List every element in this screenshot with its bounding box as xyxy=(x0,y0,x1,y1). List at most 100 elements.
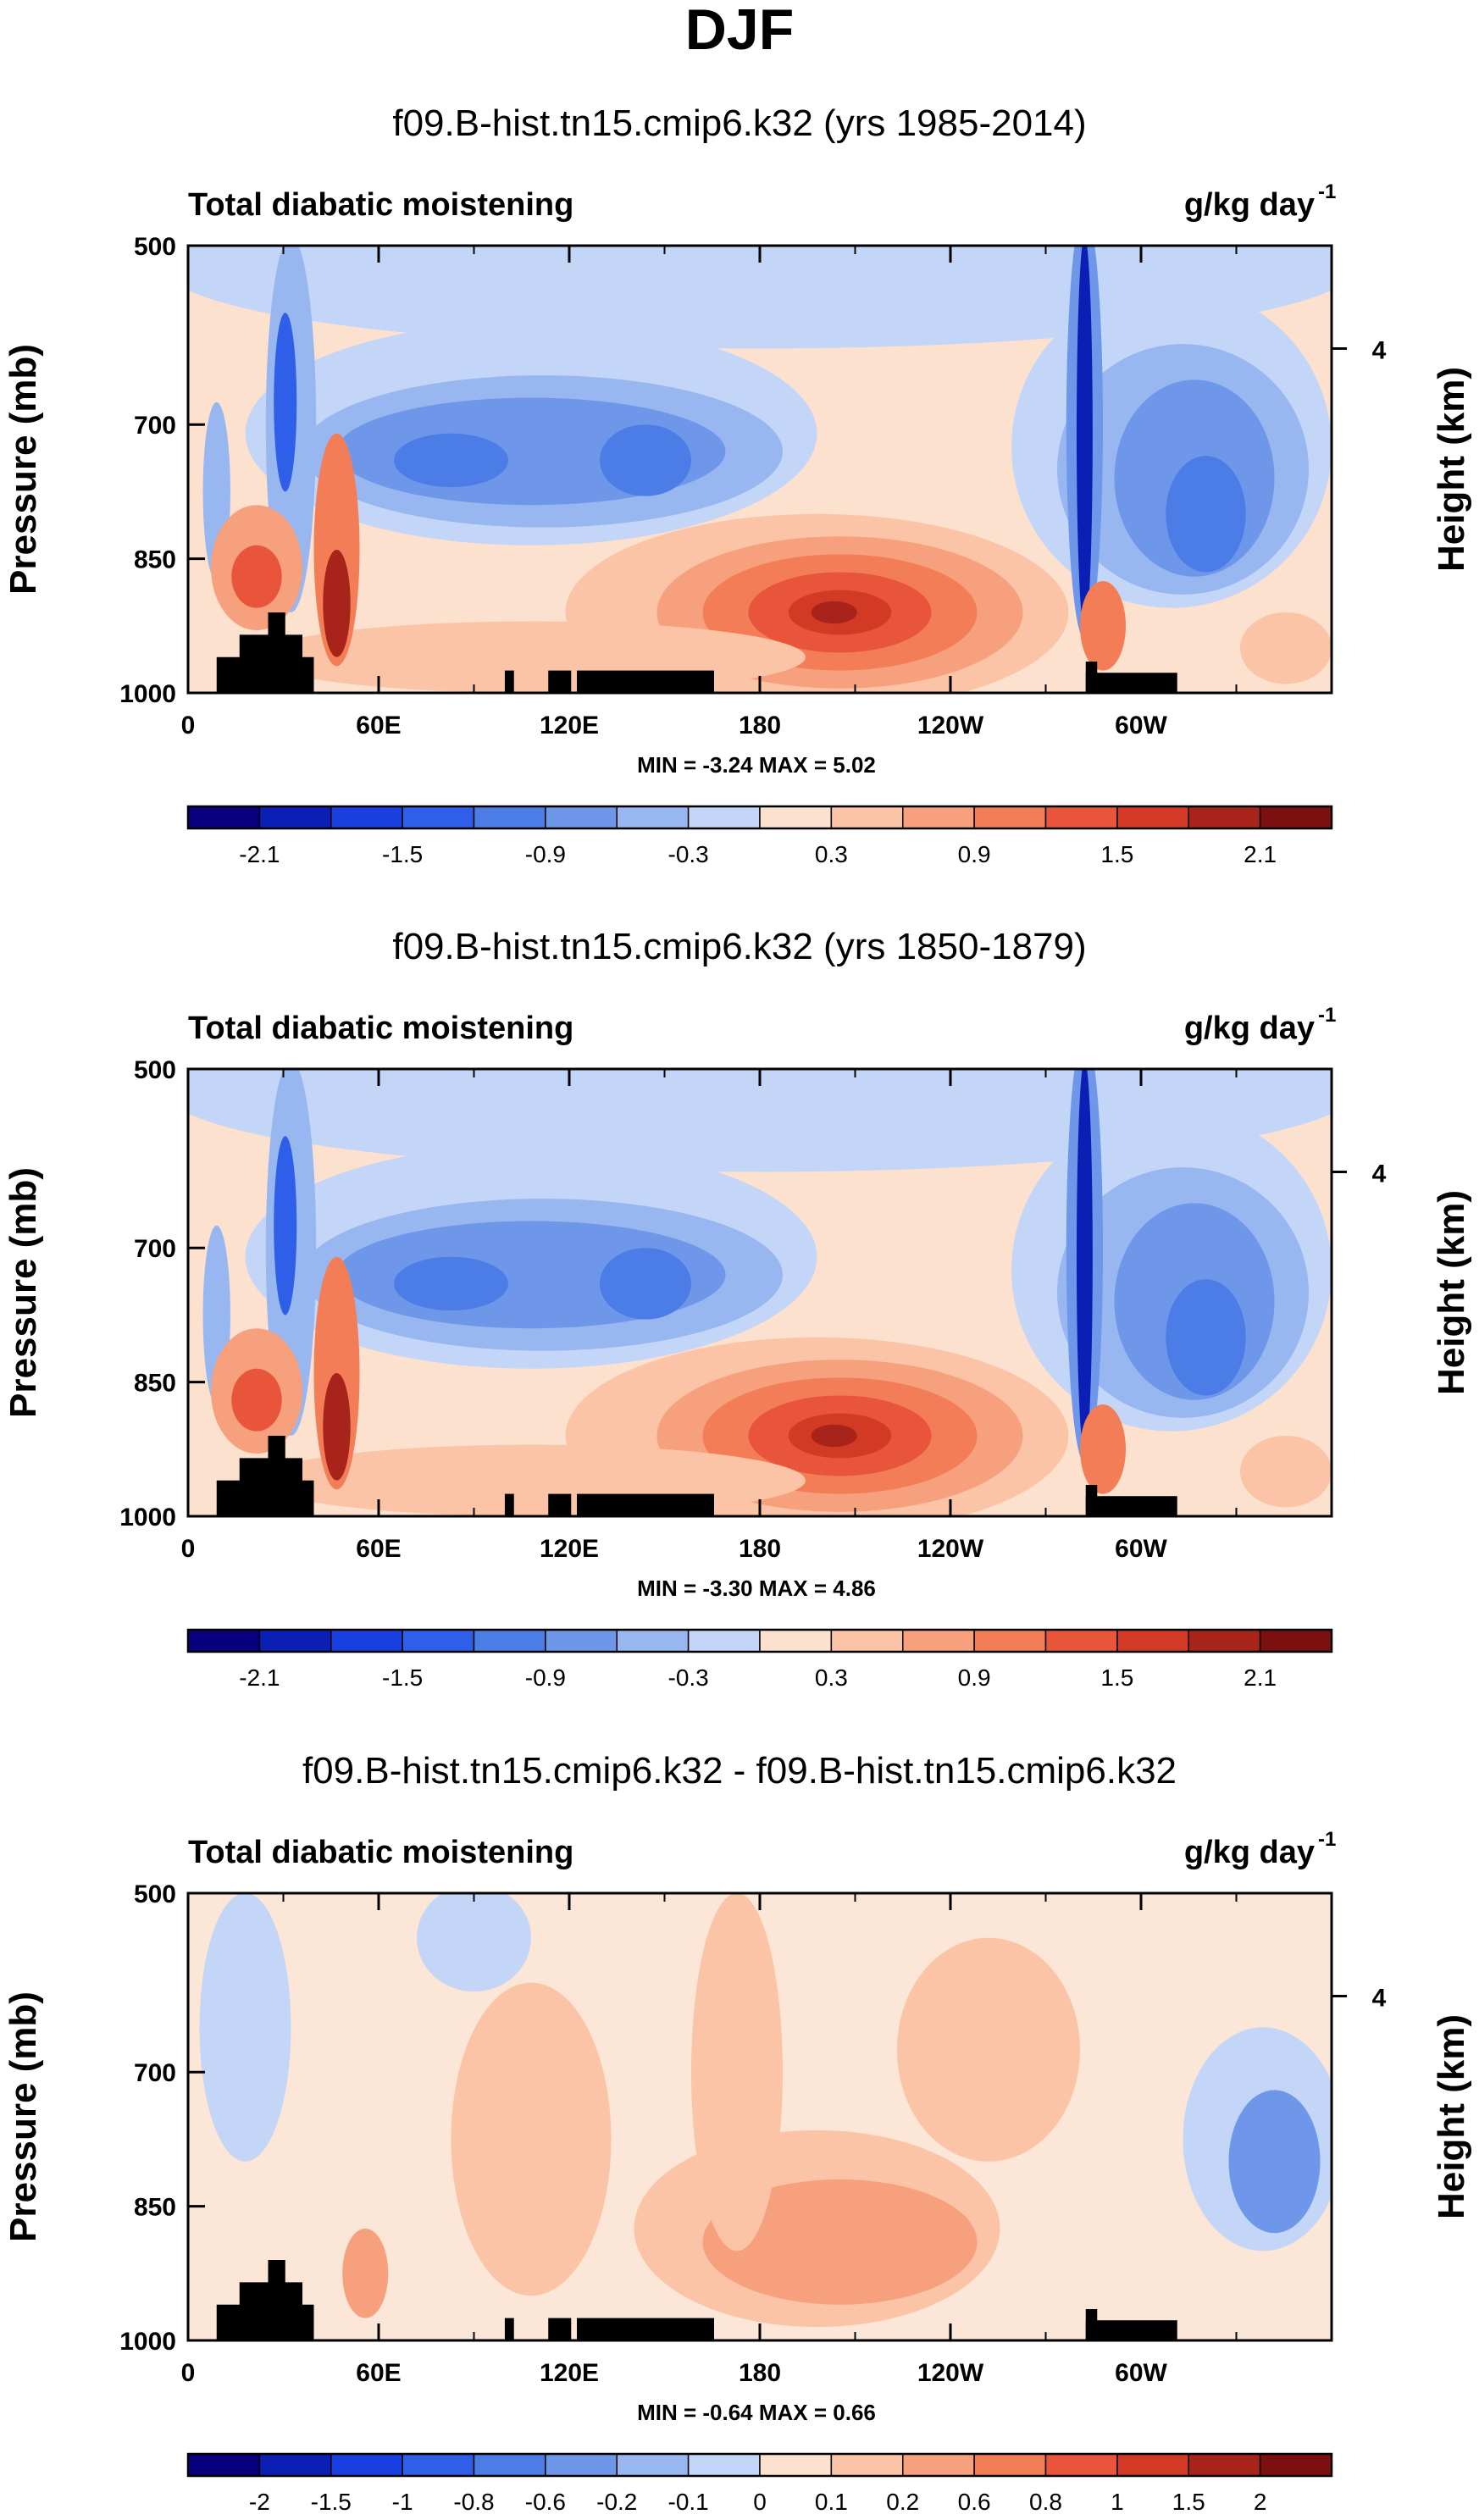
colorbar-label: 0.3 xyxy=(815,1664,848,1691)
contour-atlantic xyxy=(1166,1279,1246,1396)
contour-diff-pos xyxy=(702,2179,978,2305)
x-tick-label: 60W xyxy=(1115,712,1167,739)
x-tick-label: 180 xyxy=(739,2359,781,2387)
y-tick-label: 1000 xyxy=(119,1504,176,1531)
chart-panel-1: f09.B-hist.tn15.cmip6.k32 (yrs 1985-2014… xyxy=(3,102,1472,867)
terrain-africa xyxy=(216,612,314,693)
colorbar-box xyxy=(1044,806,1118,829)
panel-left-string: Total diabatic moistening xyxy=(188,187,573,223)
x-tick-label: 120W xyxy=(917,1535,984,1563)
right-axis-label: Height (km) xyxy=(1431,367,1472,572)
colorbar-box xyxy=(187,2453,261,2477)
panel-left-string: Total diabatic moistening xyxy=(188,1011,573,1046)
y-tick-label: 700 xyxy=(134,1235,176,1263)
colorbar-box xyxy=(258,1629,332,1653)
y-tick-label: 700 xyxy=(134,412,176,440)
colorbar-label: 0.6 xyxy=(958,2489,991,2515)
panel-subtitle: f09.B-hist.tn15.cmip6.k32 (yrs 1985-2014… xyxy=(392,102,1086,144)
contour-field xyxy=(188,1069,1332,1516)
contour-indian-ocean xyxy=(600,1248,691,1320)
terrain-africa xyxy=(216,1435,314,1516)
x-tick-label: 120W xyxy=(917,712,984,739)
contour-sa-pbl xyxy=(1080,581,1126,671)
panel-left-string: Total diabatic moistening xyxy=(188,1835,573,1870)
colorbar-frame xyxy=(186,1628,1333,1653)
contour-atlantic xyxy=(1166,456,1246,573)
contour-upper-light xyxy=(188,246,1332,349)
colorbar-box xyxy=(330,806,403,829)
x-tick-label: 0 xyxy=(181,1535,196,1563)
stats-text: MIN = -0.64 MAX = 0.66 xyxy=(637,2400,876,2425)
contour-andes xyxy=(1076,1069,1093,1454)
contour-africa-pbl xyxy=(231,1368,282,1432)
colorbar-box xyxy=(1259,1629,1332,1653)
colorbar-box xyxy=(1188,2453,1261,2477)
x-tick-label: 60E xyxy=(356,1535,401,1563)
colorbar-box xyxy=(902,2453,975,2477)
contour-africa-pbl xyxy=(231,545,282,608)
colorbar-label: 2.1 xyxy=(1244,841,1277,867)
colorbar-box xyxy=(187,806,261,829)
colorbar-box xyxy=(687,806,761,829)
colorbar-label: 0 xyxy=(753,2489,767,2515)
contour-diff-pos xyxy=(451,1982,612,2296)
contour-diff-neg xyxy=(199,1893,291,2162)
colorbar-label: -2.1 xyxy=(239,1664,280,1691)
colorbar-box xyxy=(973,806,1047,829)
panel-subtitle: f09.B-hist.tn15.cmip6.k32 (yrs 1850-1879… xyxy=(392,926,1086,967)
colorbar-box xyxy=(1044,1629,1118,1653)
contour-diff-pos xyxy=(691,1893,783,2251)
terrain-block xyxy=(548,1493,572,1516)
contour-diff-neg xyxy=(1228,2090,1321,2234)
colorbar-label: -0.3 xyxy=(668,1664,709,1691)
colorbar-box xyxy=(545,1629,618,1653)
x-tick-label: 60E xyxy=(356,2359,401,2387)
terrain-block xyxy=(577,2318,714,2340)
colorbar-box xyxy=(1188,1629,1261,1653)
colorbar-label: -1.5 xyxy=(382,1664,423,1691)
colorbar-label: 0.9 xyxy=(958,1664,991,1691)
colorbar-box xyxy=(1044,2453,1118,2477)
panel-units: g/kg day xyxy=(1184,187,1315,223)
colorbar-label: 0.1 xyxy=(815,2489,848,2515)
contour-atl-pbl xyxy=(1240,612,1332,684)
colorbar-label: -0.6 xyxy=(525,2489,566,2515)
colorbar-box xyxy=(330,1629,403,1653)
panel-units-exponent: -1 xyxy=(1318,1004,1336,1027)
x-tick-label: 60E xyxy=(356,712,401,739)
colorbar-box xyxy=(1259,806,1332,829)
y-tick-label: 700 xyxy=(134,2059,176,2087)
right-tick-label: 4 xyxy=(1372,1984,1387,2012)
panel-units-exponent: -1 xyxy=(1318,180,1336,203)
colorbar-label: -2 xyxy=(249,2489,270,2515)
contour-diff-pos xyxy=(897,1937,1080,2162)
colorbar-label: 1 xyxy=(1111,2489,1124,2515)
y-tick-label: 500 xyxy=(134,1880,176,1908)
colorbar-label: -1 xyxy=(392,2489,413,2515)
contour-pacific-low xyxy=(811,601,857,624)
contour-indian-ocean xyxy=(394,433,508,488)
colorbar-box xyxy=(545,2453,618,2477)
contour-pacific-low xyxy=(811,1424,857,1448)
figure-title: DJF xyxy=(685,0,794,62)
y-tick-label: 500 xyxy=(134,1056,176,1084)
colorbar-label: 1.5 xyxy=(1100,1664,1133,1691)
terrain-block xyxy=(1085,2320,1177,2340)
contour-africa xyxy=(274,313,297,492)
colorbar-label: 1.5 xyxy=(1172,2489,1205,2515)
terrain-block xyxy=(548,670,572,693)
colorbar-box xyxy=(759,2453,833,2477)
colorbar-box xyxy=(545,806,618,829)
colorbar-box xyxy=(759,806,833,829)
chart-panel-3: f09.B-hist.tn15.cmip6.k32 - f09.B-hist.t… xyxy=(3,1750,1472,2515)
colorbar-label: -0.3 xyxy=(668,841,709,867)
colorbar-box xyxy=(1116,1629,1189,1653)
x-tick-label: 120W xyxy=(917,2359,984,2387)
colorbar-box xyxy=(902,1629,975,1653)
y-tick-label: 850 xyxy=(134,546,176,574)
colorbar-box xyxy=(830,2453,904,2477)
contour-eastafrica xyxy=(323,550,351,657)
colorbar-box xyxy=(473,806,546,829)
colorbar-box xyxy=(402,806,475,829)
